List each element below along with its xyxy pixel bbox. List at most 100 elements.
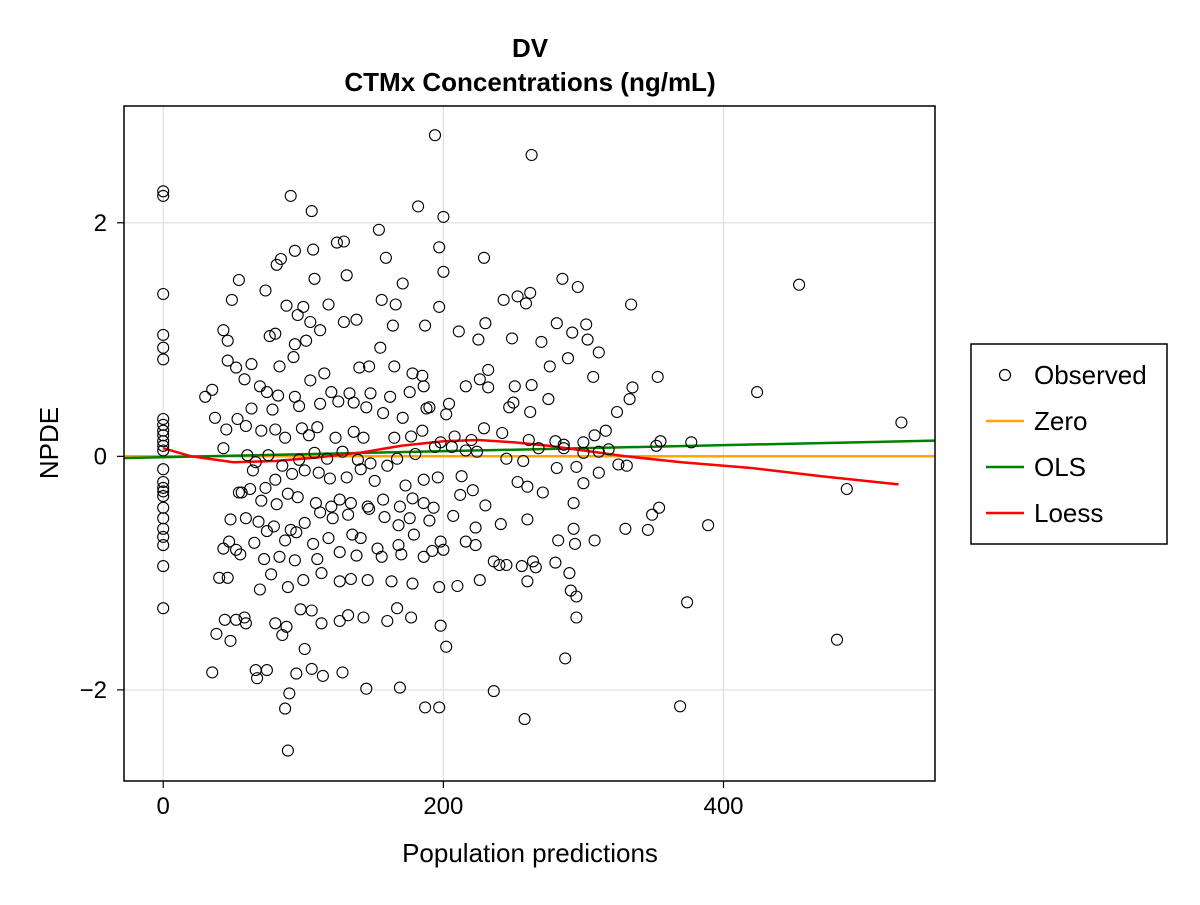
observed-point: [434, 535, 447, 548]
observed-point: [314, 506, 327, 519]
observed-point: [157, 439, 170, 452]
observed-point: [265, 568, 278, 581]
observed-point: [568, 537, 582, 550]
observed-point: [641, 523, 654, 536]
observed-point: [270, 258, 283, 271]
observed-point: [351, 453, 364, 466]
observed-point: [333, 546, 346, 559]
observed-point: [234, 548, 247, 561]
observed-point: [273, 550, 286, 563]
observed-point: [316, 669, 329, 682]
observed-point: [357, 611, 370, 624]
observed-point: [253, 583, 266, 596]
legend-loess-label: Loess: [1034, 498, 1103, 528]
observed-point: [157, 185, 170, 198]
observed-point: [479, 499, 492, 512]
observed-point: [433, 581, 446, 594]
observed-point: [610, 405, 624, 419]
observed-point: [281, 744, 294, 757]
observed-point: [224, 513, 237, 526]
observed-point: [581, 333, 594, 346]
observed-point: [381, 459, 394, 472]
observed-point: [580, 318, 593, 331]
observed-point: [221, 571, 234, 584]
observed-point: [623, 393, 636, 406]
observed-point: [416, 369, 429, 382]
observed-point: [305, 662, 318, 675]
observed-point: [895, 416, 908, 429]
observed-point: [269, 423, 282, 436]
observed-point: [333, 575, 346, 588]
observed-point: [157, 287, 170, 301]
observed-point: [273, 360, 286, 373]
observed-point: [549, 556, 562, 569]
observed-point: [221, 334, 234, 347]
observed-point: [440, 408, 453, 421]
observed-point: [654, 435, 667, 448]
observed-point: [625, 298, 638, 311]
observed-point: [620, 459, 633, 472]
observed-point: [223, 535, 236, 548]
observed-point: [350, 313, 363, 326]
observed-point: [372, 223, 385, 236]
observed-point: [561, 352, 575, 365]
observed-point: [674, 700, 687, 713]
observed-point: [437, 543, 450, 556]
observed-point: [220, 423, 233, 436]
observed-point: [570, 590, 583, 603]
observed-point: [391, 602, 404, 615]
x-tick-label: 200: [423, 793, 463, 820]
observed-point: [206, 666, 219, 679]
observed-point: [231, 412, 244, 426]
observed-point: [311, 553, 324, 566]
observed-point: [417, 380, 430, 393]
observed-point: [570, 460, 583, 473]
observed-point: [433, 241, 446, 254]
legend-box: [970, 343, 1168, 545]
observed-point: [363, 502, 376, 515]
observed-point: [340, 269, 353, 282]
ols-line: [123, 439, 936, 460]
observed-point: [364, 457, 377, 470]
observed-point: [396, 411, 409, 424]
observed-point: [407, 528, 420, 541]
observed-point: [405, 430, 418, 443]
observed-point: [552, 534, 565, 547]
observed-point: [311, 421, 324, 434]
observed-point: [521, 575, 534, 588]
observed-point: [221, 354, 234, 367]
observed-point: [241, 449, 254, 462]
observed-point: [599, 424, 612, 437]
y-axis-ticks: −2 0 2: [80, 210, 124, 704]
observed-point: [230, 361, 243, 374]
chart-subtitle: CTMx Concentrations (ng/mL): [344, 67, 715, 97]
observed-point: [577, 436, 590, 449]
observed-point: [305, 205, 318, 218]
observed-point: [419, 701, 432, 714]
observed-point: [405, 611, 418, 624]
observed-point: [602, 443, 615, 456]
observed-point: [557, 442, 570, 455]
x-axis-label: Population predictions: [402, 838, 658, 868]
observed-point: [267, 520, 280, 533]
observed-point: [396, 277, 409, 290]
observed-point: [288, 338, 301, 351]
observed-point: [388, 360, 401, 373]
observed-point: [157, 481, 170, 494]
observed-point: [653, 501, 666, 514]
observed-point: [322, 532, 335, 545]
observed-point: [260, 386, 273, 399]
observed-point: [361, 574, 374, 587]
observed-point: [477, 422, 491, 435]
observed-point: [217, 542, 230, 555]
observed-point: [246, 464, 259, 477]
observed-point: [567, 522, 580, 535]
observed-point: [571, 280, 584, 294]
observed-point: [276, 459, 289, 472]
observed-point: [455, 470, 468, 483]
observed-point: [157, 602, 170, 615]
observed-point: [619, 522, 632, 535]
observed-point: [646, 508, 659, 521]
observed-point: [251, 672, 264, 685]
observed-point: [347, 396, 360, 409]
